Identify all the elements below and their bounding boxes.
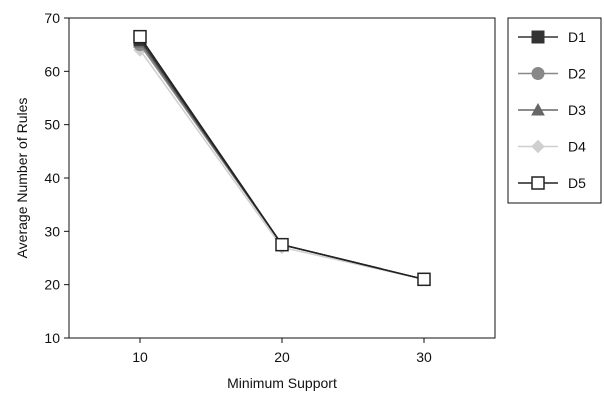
series-group	[133, 29, 431, 287]
legend-label-d3: D3	[568, 102, 586, 118]
y-tick-label: 50	[44, 117, 60, 133]
legend-label-d5: D5	[568, 175, 586, 191]
legend-label-d2: D2	[568, 66, 586, 82]
y-tick-label: 70	[44, 10, 60, 26]
legend-label-d1: D1	[568, 29, 586, 45]
y-tick-label: 40	[44, 170, 60, 186]
x-axis-ticks: 10 20 30	[132, 338, 432, 365]
data-point-d5	[275, 237, 289, 252]
y-tick-label: 30	[44, 223, 60, 239]
x-tick-label: 10	[132, 349, 148, 365]
data-point-d5	[417, 272, 431, 287]
y-tick-label: 10	[44, 330, 60, 346]
y-tick-label: 60	[44, 63, 60, 79]
legend-marker-d1	[531, 30, 545, 44]
y-axis-ticks: 10 20 30 40 50 60 70	[44, 10, 69, 346]
data-point-d5	[133, 29, 147, 44]
x-tick-label: 30	[416, 349, 432, 365]
series-d5	[133, 29, 431, 287]
y-axis-title: Average Number of Rules	[14, 98, 30, 259]
x-axis-title: Minimum Support	[227, 375, 337, 391]
legend-marker-d2	[531, 67, 545, 80]
plot-area	[68, 17, 496, 339]
x-tick-label: 20	[274, 349, 290, 365]
legend-marker-d4	[531, 139, 545, 154]
legend: D1 D2 D3 D4 D5	[518, 29, 586, 191]
legend-marker-d3	[531, 102, 545, 116]
y-tick-label: 20	[44, 277, 60, 293]
legend-marker-d5	[531, 176, 545, 190]
legend-label-d4: D4	[568, 139, 586, 155]
